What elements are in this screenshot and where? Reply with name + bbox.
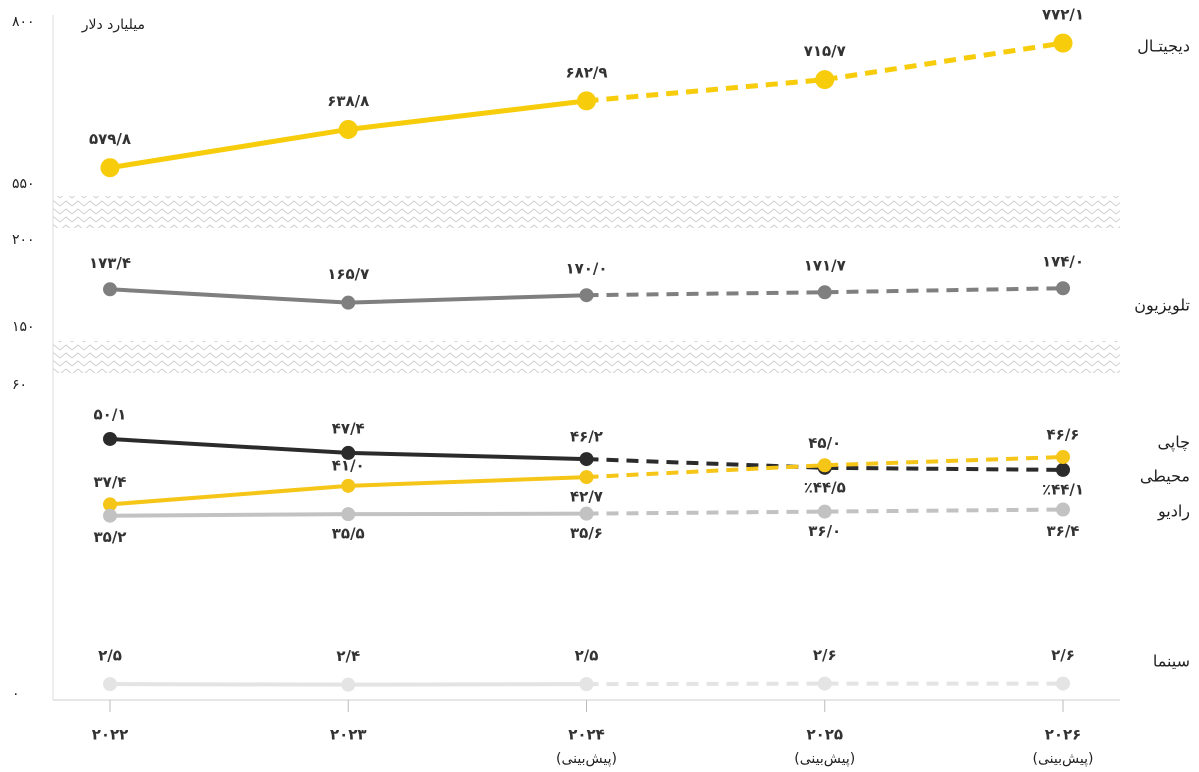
point	[103, 497, 117, 512]
x-tick-sublabel: (پیش‌بینی)	[1033, 751, 1094, 767]
point	[1053, 33, 1073, 53]
point	[817, 504, 832, 519]
data-label: ۳۵/۲	[94, 528, 127, 546]
point	[1056, 450, 1070, 465]
data-label: ۴۲/۷	[570, 488, 603, 506]
point	[341, 295, 356, 310]
data-label: ۴۱/۰	[332, 456, 365, 474]
point	[1056, 676, 1070, 691]
data-label: ۴۶/۶	[1047, 426, 1080, 444]
point	[103, 677, 117, 692]
y-tick-label: ۶۰	[12, 377, 27, 393]
point	[817, 458, 832, 473]
point	[577, 91, 596, 111]
data-label: ۱۷۳/۴	[89, 254, 131, 272]
x-tick-sublabel: (پیش‌بینی)	[794, 751, 855, 767]
y-tick-label: ۰	[12, 686, 20, 702]
point	[1056, 462, 1070, 477]
legend-label: دیجیتـال	[1137, 37, 1190, 56]
y-tick-label: ۱۵۰	[12, 319, 35, 335]
x-tick-sublabel: (پیش‌بینی)	[556, 751, 617, 767]
data-label: ۱۶۵/۷	[327, 265, 369, 283]
data-label: ۴۷/۴	[332, 419, 365, 437]
point	[579, 288, 594, 303]
x-tick-label: ۲۰۲۴	[568, 726, 605, 744]
data-label: ۱۷۱/۷	[804, 257, 846, 275]
x-tick-label: ۲۰۲۳	[330, 726, 367, 744]
point	[103, 282, 117, 297]
point	[579, 452, 594, 467]
point	[817, 676, 832, 691]
data-label: ۳۵/۶	[570, 524, 603, 542]
axis-break	[53, 341, 1120, 373]
legend-label: چاپی	[1157, 433, 1190, 453]
data-label: ۲/۶	[813, 646, 837, 664]
point	[579, 506, 594, 521]
data-label: ۴۵/۰	[808, 434, 841, 452]
legend-label: تلویزیون	[1134, 296, 1190, 316]
x-tick-label: ۲۰۲۵	[806, 726, 843, 744]
legend-label: سینما	[1153, 652, 1190, 671]
point	[341, 445, 356, 460]
data-label: ۷۷۲/۱	[1042, 6, 1084, 24]
legend-label: رادیو	[1157, 502, 1190, 522]
legend-label: محیطی	[1140, 467, 1190, 486]
point	[1056, 281, 1070, 296]
data-label: ۲/۴	[336, 647, 360, 665]
data-label: ۶۳۸/۸	[327, 92, 369, 110]
y-tick-label: ۸۰۰	[12, 14, 35, 30]
data-label: ۳۶/۴	[1047, 522, 1080, 540]
data-label: ۳۶/۰	[808, 522, 841, 540]
point	[341, 478, 356, 493]
data-label: ۵۷۹/۸	[89, 130, 131, 148]
data-label: ۴۶/۲	[570, 428, 603, 446]
data-label: ۱۷۴/۰	[1042, 253, 1084, 271]
point	[1056, 502, 1070, 517]
y-tick-label: ۵۵۰	[12, 176, 35, 192]
data-label: ۲/۵	[575, 647, 599, 665]
data-label: ۷۱۵/۷	[804, 42, 846, 60]
data-label: ٪۴۴/۵	[804, 478, 846, 496]
x-tick-label: ۲۰۲۶	[1045, 726, 1082, 744]
point	[341, 507, 356, 522]
point	[579, 677, 594, 692]
data-label: ۳۷/۴	[94, 473, 127, 491]
y-axis-label: میلیارد دلار	[81, 17, 145, 33]
data-label: ۳۵/۵	[332, 525, 365, 543]
point	[815, 70, 835, 90]
point	[817, 285, 832, 300]
data-label: ۲/۵	[98, 647, 122, 665]
data-label: ۶۸۲/۹	[565, 63, 607, 81]
axis-break	[53, 196, 1120, 228]
point	[341, 677, 356, 692]
data-label: ۱۷۰/۰	[565, 260, 607, 278]
point	[103, 431, 117, 446]
point	[338, 119, 358, 139]
y-tick-label: ۲۰۰	[12, 232, 35, 248]
data-label: ۲/۶	[1051, 646, 1075, 664]
point	[103, 508, 117, 523]
x-tick-label: ۲۰۲۲	[92, 726, 129, 744]
point	[100, 158, 120, 178]
data-label: ۵۰/۱	[94, 405, 127, 423]
data-label: ٪۴۴/۱	[1042, 480, 1084, 498]
point	[579, 470, 594, 485]
